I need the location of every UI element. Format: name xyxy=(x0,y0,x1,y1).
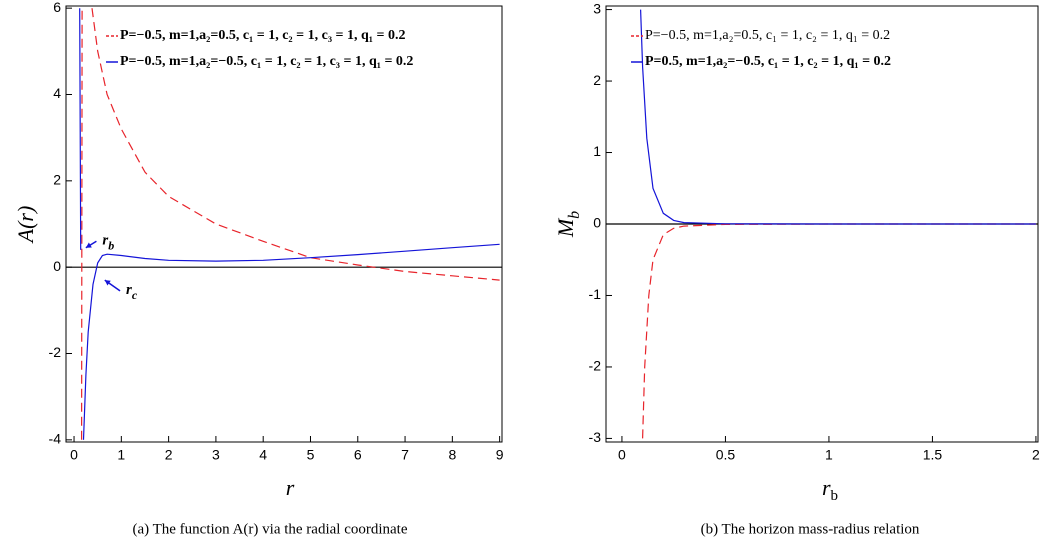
annotation: rc xyxy=(126,282,138,301)
x-tick-label: 2 xyxy=(165,447,173,463)
y-tick-label: 0 xyxy=(593,215,601,231)
y-tick-label: -1 xyxy=(589,286,602,302)
caption: (a) The function A(r) via the radial coo… xyxy=(132,521,407,537)
arrow-head xyxy=(85,242,92,248)
y-axis-label-sub: b xyxy=(566,211,583,219)
series-group xyxy=(79,8,500,440)
y-tick-label: 4 xyxy=(53,85,61,101)
x-tick-label: 4 xyxy=(259,447,267,463)
panel: 0 1 2 3 4 5 6 7 8 9 -4 -2 0 2 4 6 P=−0.5, m=1,a₂=0.5, c₁… xyxy=(13,0,504,537)
series-group xyxy=(640,9,1036,439)
series-line xyxy=(81,8,500,440)
x-tick-label: 0.5 xyxy=(716,447,736,463)
y-axis-label-main: A(r) xyxy=(13,206,38,245)
x-axis-label: rb xyxy=(822,475,838,504)
series-line xyxy=(642,223,1036,439)
annotation-text: r xyxy=(102,233,108,249)
legend-label: P=−0.5, m=1,a₂=0.5, c₁ = 1, c₂ = 1, c₃ =… xyxy=(120,28,405,43)
y-tick-label: 1 xyxy=(593,143,601,159)
panel: 0 0.5 1 1.5 2 -3 -2 -1 0 1 2 3 P=−0.5, m=1,a₂=0.5, c… xyxy=(553,0,1040,537)
x-tick-label: 7 xyxy=(401,447,409,463)
x-tick-label: 2 xyxy=(1032,447,1040,463)
plot-frame xyxy=(65,5,503,443)
annotation-sub: c xyxy=(132,288,138,302)
legend-label: P=0.5, m=1,a₂=−0.5, c₁ = 1, c₂ = 1, q₁ =… xyxy=(645,54,891,69)
x-axis-label-main: r xyxy=(822,475,831,500)
y-axis-label: A(r) xyxy=(13,206,38,245)
y-tick-label: 2 xyxy=(593,72,601,88)
y-axis-label-main: M xyxy=(553,217,578,238)
caption: (b) The horizon mass-radius relation xyxy=(701,521,920,537)
y-tick-label: -2 xyxy=(589,358,602,374)
y-tick-label: -2 xyxy=(49,344,62,360)
x-tick-label: 8 xyxy=(448,447,456,463)
annotation-sub: b xyxy=(108,238,114,252)
legend-label: P=−0.5, m=1,a₂=0.5, c₁ = 1, c₂ = 1, q₁ =… xyxy=(645,28,890,43)
annotation-text: r xyxy=(126,282,132,298)
y-tick-label: -4 xyxy=(49,431,62,447)
x-axis-label-sub: b xyxy=(831,488,839,504)
series-line xyxy=(640,9,1036,225)
x-tick-label: 3 xyxy=(212,447,220,463)
x-axis-label: r xyxy=(286,475,295,500)
x-tick-label: 5 xyxy=(307,447,315,463)
y-tick-label: 2 xyxy=(53,172,61,188)
x-tick-label: 6 xyxy=(354,447,362,463)
legend-label: P=−0.5, m=1,a₂=−0.5, c₁ = 1, c₂ = 1, c₃ … xyxy=(120,54,413,69)
annotation: rb xyxy=(102,233,114,252)
x-tick-label: 0 xyxy=(618,447,626,463)
y-axis-label: Mb xyxy=(553,211,583,238)
y-tick-label: 0 xyxy=(53,258,61,274)
y-tick-label: -3 xyxy=(589,429,602,445)
x-tick-label: 9 xyxy=(496,447,504,463)
x-tick-label: 0 xyxy=(70,447,78,463)
x-axis-label-main: r xyxy=(286,475,295,500)
y-tick-label: 6 xyxy=(53,0,61,15)
y-tick-label: 3 xyxy=(593,0,601,16)
x-tick-label: 1 xyxy=(117,447,125,463)
series-line xyxy=(79,8,500,440)
x-tick-label: 1.5 xyxy=(923,447,943,463)
x-tick-label: 1 xyxy=(825,447,833,463)
arrow-head xyxy=(104,280,111,286)
